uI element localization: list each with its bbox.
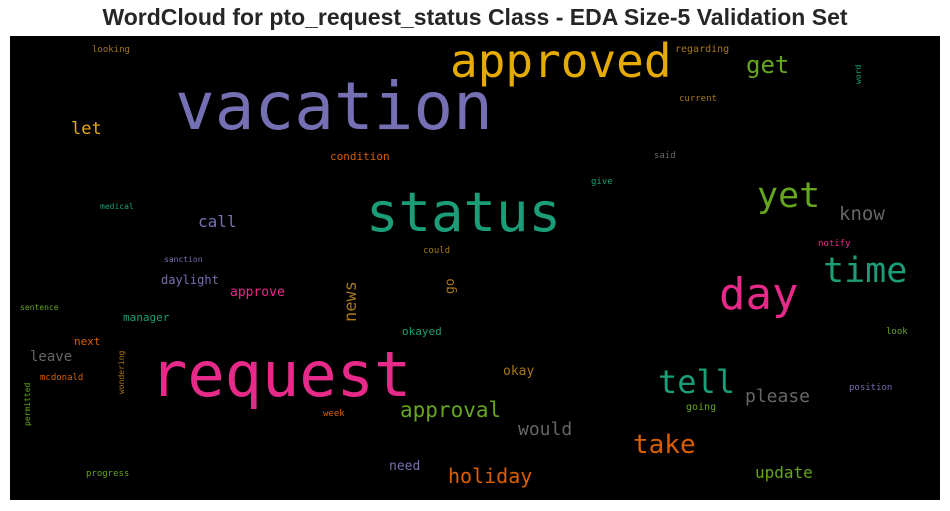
word-week: week [323, 409, 345, 419]
word-give: give [591, 177, 613, 187]
word-need: need [389, 459, 421, 474]
word-condition: condition [330, 150, 390, 163]
word-could: could [423, 246, 451, 256]
word-time: time [823, 251, 908, 291]
word-permitted: permitted [23, 382, 32, 426]
word-know: know [839, 203, 885, 225]
word-update: update [755, 463, 813, 482]
word-yet: yet [757, 176, 821, 216]
word-let: let [71, 119, 102, 139]
word-approved: approved [450, 34, 672, 88]
word-manager: manager [123, 311, 170, 324]
word-position: position [849, 383, 893, 393]
word-would: would [518, 419, 573, 440]
word-day: day [719, 269, 799, 320]
word-vacation: vacation [175, 68, 493, 145]
word-daylight: daylight [161, 273, 219, 287]
chart-title: WordCloud for pto_request_status Class -… [102, 4, 848, 30]
word-call: call [198, 212, 237, 231]
word-news: news [341, 281, 361, 322]
word-status: status [366, 181, 562, 244]
word-said: said [654, 151, 676, 161]
word-word: word [854, 64, 863, 84]
word-progress: progress [86, 469, 130, 479]
word-get: get [746, 51, 790, 79]
word-approve: approve [230, 285, 285, 300]
word-regarding: regarding [675, 44, 730, 55]
word-request: request [150, 338, 412, 411]
word-please: please [745, 386, 811, 407]
word-tell: tell [658, 363, 736, 401]
word-approval: approval [400, 398, 502, 422]
word-look: look [886, 327, 908, 337]
word-notify: notify [818, 239, 851, 249]
word-looking: looking [92, 45, 130, 55]
word-wondering: wondering [117, 350, 126, 394]
word-medical: medical [100, 202, 134, 211]
word-holiday: holiday [448, 464, 533, 488]
word-next: next [74, 335, 101, 348]
word-okay: okay [503, 364, 535, 379]
word-leave: leave [30, 349, 73, 365]
word-okayed: okayed [402, 325, 442, 338]
word-current: current [679, 94, 717, 104]
word-take: take [633, 430, 696, 460]
word-mcdonald: mcdonald [40, 373, 84, 383]
word-go: go [443, 278, 458, 294]
word-going: going [686, 402, 717, 413]
word-sanction: sanction [164, 255, 203, 264]
word-sentence: sentence [20, 303, 59, 312]
wordcloud-canvas: vacation request status approved day time yet t… [10, 36, 940, 500]
